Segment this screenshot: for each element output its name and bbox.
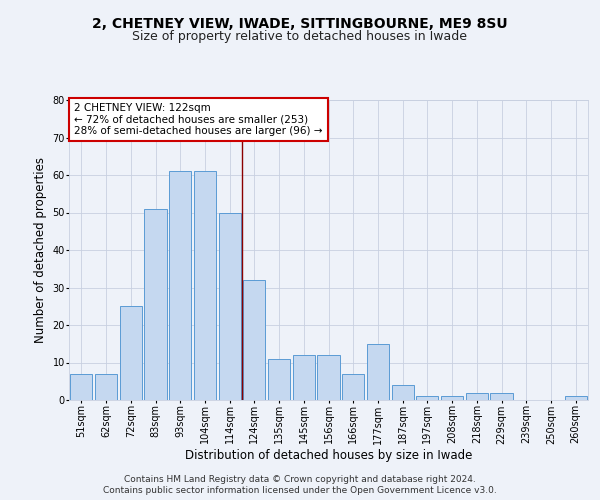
Bar: [367, 344, 389, 400]
Bar: [119, 306, 142, 400]
Y-axis label: Number of detached properties: Number of detached properties: [34, 157, 47, 343]
Bar: [416, 396, 439, 400]
Bar: [342, 374, 364, 400]
Bar: [95, 374, 117, 400]
Bar: [268, 359, 290, 400]
Text: 2, CHETNEY VIEW, IWADE, SITTINGBOURNE, ME9 8SU: 2, CHETNEY VIEW, IWADE, SITTINGBOURNE, M…: [92, 18, 508, 32]
Bar: [218, 212, 241, 400]
Bar: [441, 396, 463, 400]
Bar: [243, 280, 265, 400]
Bar: [392, 385, 414, 400]
Text: Contains HM Land Registry data © Crown copyright and database right 2024.: Contains HM Land Registry data © Crown c…: [124, 475, 476, 484]
Text: 2 CHETNEY VIEW: 122sqm
← 72% of detached houses are smaller (253)
28% of semi-de: 2 CHETNEY VIEW: 122sqm ← 72% of detached…: [74, 103, 323, 136]
Bar: [466, 392, 488, 400]
Bar: [317, 355, 340, 400]
Bar: [565, 396, 587, 400]
X-axis label: Distribution of detached houses by size in Iwade: Distribution of detached houses by size …: [185, 449, 472, 462]
Bar: [70, 374, 92, 400]
Text: Contains public sector information licensed under the Open Government Licence v3: Contains public sector information licen…: [103, 486, 497, 495]
Text: Size of property relative to detached houses in Iwade: Size of property relative to detached ho…: [133, 30, 467, 43]
Bar: [293, 355, 315, 400]
Bar: [169, 171, 191, 400]
Bar: [194, 171, 216, 400]
Bar: [490, 392, 512, 400]
Bar: [145, 209, 167, 400]
